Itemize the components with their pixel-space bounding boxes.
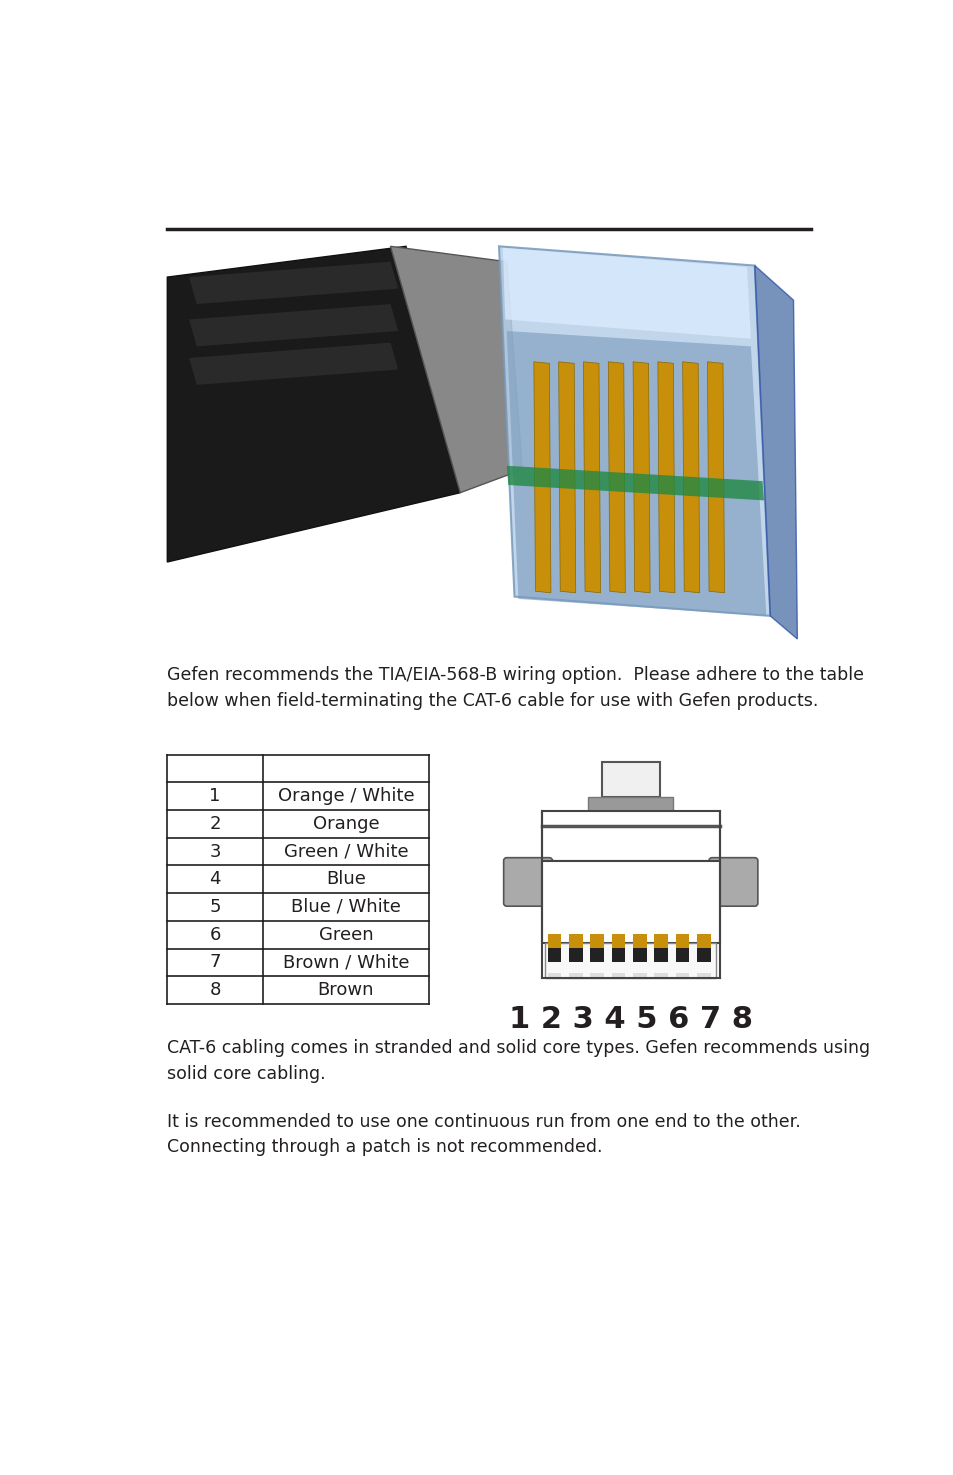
- Bar: [590, 947, 603, 962]
- Polygon shape: [189, 342, 397, 385]
- Polygon shape: [502, 248, 750, 339]
- Polygon shape: [498, 246, 769, 617]
- Polygon shape: [534, 361, 550, 593]
- Text: 1: 1: [209, 788, 220, 805]
- Bar: [541, 811, 720, 861]
- Bar: [696, 947, 710, 962]
- Bar: [611, 972, 625, 978]
- Bar: [654, 935, 667, 948]
- Text: 1 2 3 4 5 6 7 8: 1 2 3 4 5 6 7 8: [508, 1004, 752, 1034]
- Bar: [590, 935, 603, 948]
- FancyBboxPatch shape: [503, 857, 552, 906]
- Polygon shape: [167, 246, 459, 562]
- Bar: [632, 947, 646, 962]
- Polygon shape: [506, 330, 765, 617]
- Polygon shape: [608, 361, 624, 593]
- Polygon shape: [707, 361, 723, 593]
- Text: 5: 5: [209, 898, 220, 916]
- Bar: [568, 947, 582, 962]
- Bar: [675, 972, 689, 978]
- Text: Brown: Brown: [317, 981, 374, 999]
- Polygon shape: [390, 246, 521, 493]
- Polygon shape: [189, 261, 397, 304]
- Bar: [547, 935, 561, 948]
- Text: Green / White: Green / White: [283, 842, 408, 860]
- Bar: [632, 972, 646, 978]
- Bar: [568, 935, 582, 948]
- Text: 7: 7: [209, 953, 220, 972]
- Text: 8: 8: [209, 981, 220, 999]
- Bar: [696, 935, 710, 948]
- FancyBboxPatch shape: [708, 857, 757, 906]
- Text: 3: 3: [209, 842, 220, 860]
- Polygon shape: [583, 361, 599, 593]
- Text: Orange: Orange: [313, 814, 379, 833]
- Text: Blue / White: Blue / White: [291, 898, 400, 916]
- Text: 2: 2: [209, 814, 220, 833]
- Polygon shape: [682, 361, 699, 593]
- Bar: [654, 972, 667, 978]
- Polygon shape: [633, 361, 649, 593]
- Polygon shape: [658, 361, 674, 593]
- Text: Blue: Blue: [326, 870, 366, 888]
- Text: Orange / White: Orange / White: [277, 788, 414, 805]
- Bar: [675, 947, 689, 962]
- Bar: [611, 935, 625, 948]
- Bar: [632, 935, 646, 948]
- Bar: [675, 935, 689, 948]
- Bar: [545, 943, 716, 978]
- Polygon shape: [754, 266, 797, 639]
- Bar: [654, 947, 667, 962]
- Bar: [568, 972, 582, 978]
- Text: 6: 6: [209, 926, 220, 944]
- Polygon shape: [506, 466, 763, 500]
- Text: Gefen recommends the TIA/EIA-568-B wiring option.  Please adhere to the table
be: Gefen recommends the TIA/EIA-568-B wirin…: [167, 665, 863, 709]
- Text: Brown / White: Brown / White: [282, 953, 409, 972]
- Bar: [547, 947, 561, 962]
- Bar: [611, 947, 625, 962]
- Text: CAT-6 cabling comes in stranded and solid core types. Gefen recommends using
sol: CAT-6 cabling comes in stranded and soli…: [167, 1040, 869, 1083]
- Polygon shape: [558, 361, 575, 593]
- Bar: [696, 972, 710, 978]
- Bar: [601, 763, 659, 797]
- Bar: [587, 796, 673, 811]
- Bar: [590, 972, 603, 978]
- Text: Green: Green: [318, 926, 373, 944]
- Bar: [541, 861, 720, 943]
- Text: It is recommended to use one continuous run from one end to the other.
Connectin: It is recommended to use one continuous …: [167, 1112, 801, 1156]
- Polygon shape: [189, 304, 397, 347]
- Text: 4: 4: [209, 870, 220, 888]
- Bar: [547, 972, 561, 978]
